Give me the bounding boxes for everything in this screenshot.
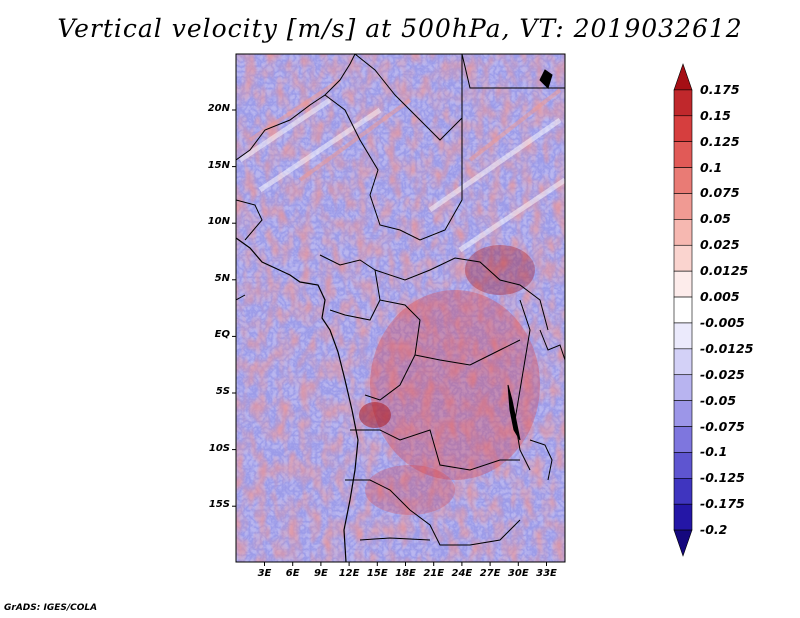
lat-label: 15S bbox=[208, 499, 230, 511]
lat-label: 15N bbox=[207, 159, 230, 171]
colorbar-label: -0.025 bbox=[700, 366, 745, 382]
lat-label: 5S bbox=[215, 386, 230, 397]
colorbar-swatch bbox=[673, 115, 693, 142]
colorbar-label: 0.15 bbox=[700, 107, 731, 123]
colorbar-swatch bbox=[673, 296, 693, 324]
colorbar-label: -0.1 bbox=[700, 444, 728, 460]
colorbar-label: 0.1 bbox=[700, 159, 723, 175]
lon-label: 18E bbox=[395, 568, 416, 579]
colorbar-swatch bbox=[673, 167, 693, 194]
convective-region-west bbox=[359, 402, 391, 428]
colorbar-label: -0.05 bbox=[700, 392, 737, 408]
map-frame bbox=[235, 53, 566, 563]
colorbar-swatch bbox=[673, 141, 693, 168]
colorbar-label: -0.005 bbox=[700, 314, 745, 330]
lat-label: 20N bbox=[207, 103, 230, 114]
lon-label: 3E bbox=[257, 568, 272, 579]
colorbar-top-triangle bbox=[673, 63, 693, 91]
lat-label: EQ bbox=[214, 329, 230, 341]
colorbar-label: 0.075 bbox=[700, 185, 740, 201]
lon-label: 33E bbox=[536, 568, 557, 579]
map-title: Vertical velocity [m/s] at 500hPa, VT: 2… bbox=[57, 14, 743, 43]
colorbar-swatch bbox=[673, 89, 693, 117]
colorbar-label: 0.0125 bbox=[700, 263, 749, 279]
colorbar-label: -0.175 bbox=[700, 496, 745, 512]
colorbar-label: 0.125 bbox=[700, 133, 740, 149]
colorbar-label: 0.175 bbox=[700, 81, 740, 97]
colorbar-swatch bbox=[673, 374, 693, 401]
colorbar-swatch bbox=[673, 478, 693, 505]
convective-region-central bbox=[370, 290, 540, 480]
colorbar-label: 0.025 bbox=[700, 237, 740, 253]
lon-label: 30E bbox=[507, 568, 529, 579]
lat-label: 10N bbox=[207, 216, 230, 228]
colorbar-swatch bbox=[673, 193, 693, 220]
field-red-noise bbox=[236, 54, 565, 562]
lat-label: 5N bbox=[214, 272, 230, 284]
convective-region-south bbox=[365, 465, 455, 515]
lon-label: 24E bbox=[451, 568, 473, 579]
lon-label: 6E bbox=[285, 568, 300, 579]
colorbar-bottom-triangle bbox=[673, 529, 693, 557]
colorbar-swatch bbox=[673, 400, 693, 427]
axis-ticks bbox=[232, 109, 547, 566]
colorbar bbox=[673, 63, 693, 557]
lon-label: 12E bbox=[338, 568, 360, 579]
colorbar-label: -0.125 bbox=[700, 470, 745, 486]
colorbar-swatch bbox=[673, 322, 693, 350]
lon-label: 9E bbox=[313, 568, 328, 579]
colorbar-swatch bbox=[673, 244, 693, 272]
lon-label: 21E bbox=[423, 568, 445, 579]
lon-label: 27E bbox=[479, 568, 501, 579]
field-streaks bbox=[238, 97, 565, 253]
colorbar-label: -0.075 bbox=[700, 418, 745, 434]
coastlines-borders bbox=[236, 54, 565, 562]
velocity-field bbox=[236, 54, 565, 562]
colorbar-label: 0.05 bbox=[700, 211, 731, 227]
colorbar-swatch bbox=[673, 348, 693, 376]
colorbar-swatch bbox=[673, 503, 693, 531]
grads-credit: GrADS: IGES/COLA bbox=[4, 603, 98, 613]
colorbar-swatch bbox=[673, 426, 693, 453]
colorbar-swatch bbox=[673, 270, 693, 298]
colorbar-swatch bbox=[673, 452, 693, 479]
colorbar-label: 0.005 bbox=[700, 289, 740, 305]
lon-label: 15E bbox=[366, 568, 388, 579]
lat-label: 10S bbox=[208, 442, 230, 454]
colorbar-swatch bbox=[673, 219, 693, 246]
colorbar-label: -0.0125 bbox=[700, 340, 754, 356]
colorbar-label: -0.2 bbox=[700, 522, 728, 538]
convective-region-north bbox=[465, 245, 535, 295]
